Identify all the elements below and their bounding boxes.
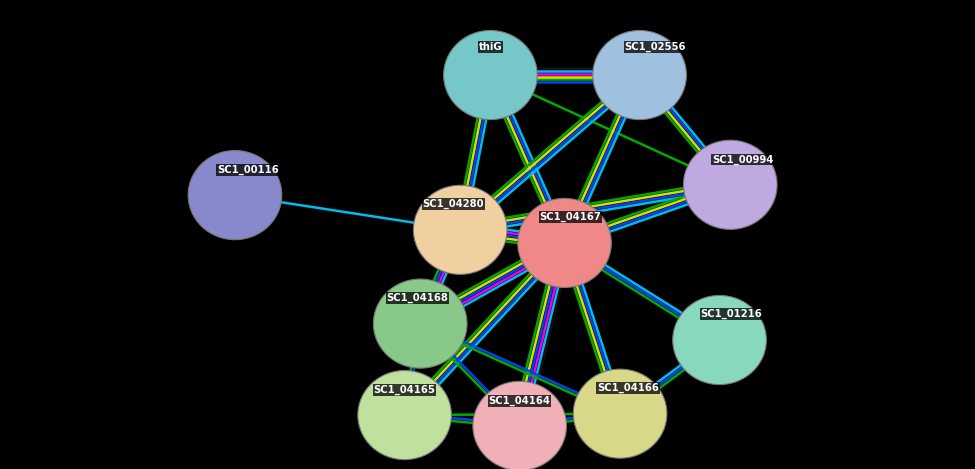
Text: thiG: thiG bbox=[479, 42, 502, 52]
Text: SC1_04164: SC1_04164 bbox=[488, 396, 551, 406]
Ellipse shape bbox=[518, 198, 611, 287]
Ellipse shape bbox=[473, 381, 566, 469]
Ellipse shape bbox=[373, 279, 467, 368]
Text: SC1_04167: SC1_04167 bbox=[539, 212, 602, 222]
Ellipse shape bbox=[683, 140, 777, 229]
Text: SC1_04168: SC1_04168 bbox=[386, 293, 448, 303]
Ellipse shape bbox=[358, 371, 451, 460]
Text: SC1_02556: SC1_02556 bbox=[624, 42, 686, 52]
Ellipse shape bbox=[188, 151, 282, 240]
Ellipse shape bbox=[413, 185, 507, 274]
Ellipse shape bbox=[444, 30, 537, 120]
Ellipse shape bbox=[573, 369, 667, 458]
Text: SC1_04166: SC1_04166 bbox=[597, 383, 659, 393]
Text: SC1_04280: SC1_04280 bbox=[422, 199, 485, 209]
Text: SC1_04165: SC1_04165 bbox=[373, 385, 436, 395]
Text: SC1_01216: SC1_01216 bbox=[700, 309, 762, 319]
Text: SC1_00994: SC1_00994 bbox=[713, 154, 773, 165]
Ellipse shape bbox=[593, 30, 686, 120]
Ellipse shape bbox=[673, 295, 766, 385]
Text: SC1_00116: SC1_00116 bbox=[216, 165, 279, 175]
